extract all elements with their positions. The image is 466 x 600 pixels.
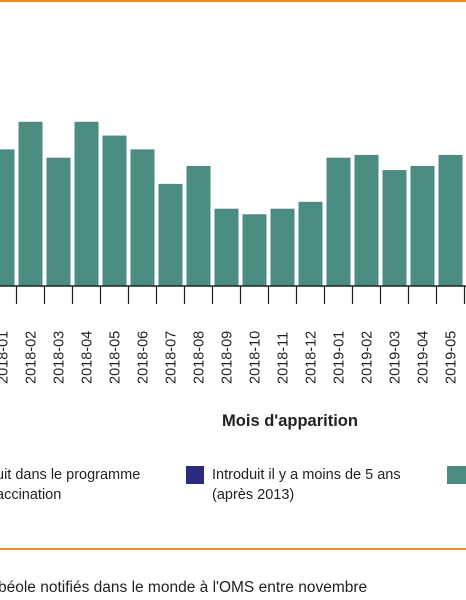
- bar-2019-01: [326, 157, 351, 286]
- bar-2018-09: [214, 208, 239, 286]
- x-tick-label-2018-08: 2018-08: [192, 331, 208, 384]
- x-tick-label-2019-03: 2019-03: [388, 331, 404, 384]
- bar-2018-06: [130, 149, 155, 286]
- bar-2018-01: [0, 149, 15, 286]
- x-tick-label-2019-02: 2019-02: [360, 331, 376, 384]
- bar-2018-11: [270, 208, 295, 286]
- bottom-accent-rule: [0, 548, 466, 550]
- x-tick-label-2018-06: 2018-06: [136, 331, 152, 384]
- figure-caption: béole notifiés dans le monde à l'OMS ent…: [0, 579, 368, 596]
- x-tick-label-2019-04: 2019-04: [416, 331, 432, 384]
- x-tick-label-2019-01: 2019-01: [332, 331, 348, 384]
- x-tick-label-2018-02: 2018-02: [24, 331, 40, 384]
- x-tick-label-2018-04: 2018-04: [80, 331, 96, 384]
- bar-2019-04: [410, 165, 435, 286]
- x-tick-label-2018-03: 2018-03: [52, 331, 68, 384]
- bar-2018-12: [298, 201, 323, 286]
- bar-2019-02: [354, 154, 379, 286]
- bar-chart: 2018-01 2018-02 2018-03 2018-04 2018-05 2018-…: [0, 121, 466, 384]
- x-tick-label-2018-05: 2018-05: [108, 331, 124, 384]
- bar-2018-10: [242, 214, 267, 286]
- legend-item-2-line2: (après 2013): [212, 487, 295, 503]
- bar-2018-02: [18, 121, 43, 286]
- x-tick-label-2018-11: 2018-11: [276, 332, 292, 384]
- x-tick-label-2019-05: 2019-05: [444, 331, 460, 384]
- bar-2018-07: [158, 183, 183, 286]
- bar-2018-04: [74, 121, 99, 286]
- legend-swatch-new: [186, 466, 204, 484]
- top-accent-rule: [0, 0, 466, 2]
- x-tick-label-2018-12: 2018-12: [304, 331, 320, 384]
- bar-2018-05: [102, 135, 127, 286]
- bar-2018-08: [186, 165, 211, 286]
- bar-2019-05: [438, 154, 463, 286]
- x-tick-label-2018-07: 2018-07: [164, 331, 180, 384]
- bar-2019-03: [382, 170, 407, 286]
- bar-2018-03: [46, 157, 71, 286]
- x-tick-label-2018-10: 2018-10: [248, 331, 264, 384]
- legend-swatch-teal: [447, 466, 466, 484]
- x-axis-title: Mois d'apparition: [222, 412, 358, 430]
- x-tick-label-2018-01: 2018-01: [0, 331, 12, 384]
- legend-item-2-line1: Introduit il y a moins de 5 ans: [212, 467, 401, 483]
- legend-item-1-line1: uit dans le programme: [0, 467, 141, 483]
- legend-item-1-line2: accination: [0, 487, 62, 503]
- x-tick-label-2018-09: 2018-09: [220, 331, 236, 384]
